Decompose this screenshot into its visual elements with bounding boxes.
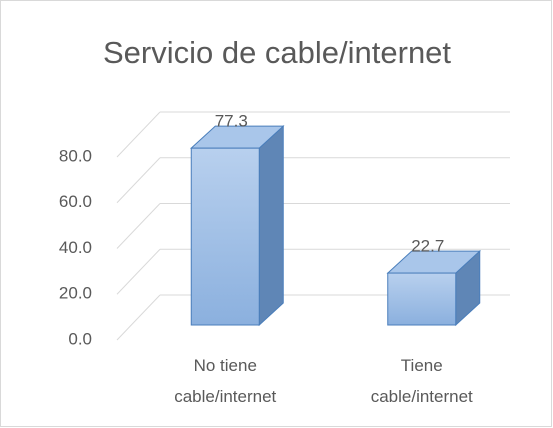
value-label: 22.7 bbox=[411, 237, 444, 256]
grid-line bbox=[116, 294, 161, 341]
value-label: 77.3 bbox=[215, 112, 248, 131]
y-tick-label: 0.0 bbox=[68, 329, 92, 348]
y-tick-label: 20.0 bbox=[59, 284, 92, 303]
grid-line bbox=[116, 111, 161, 158]
bar bbox=[190, 147, 260, 326]
grid-line bbox=[116, 248, 161, 295]
grid-line bbox=[116, 157, 161, 204]
y-tick-label: 80.0 bbox=[59, 146, 92, 165]
chart-title: Servicio de cable/internet bbox=[103, 35, 451, 70]
x-tick-label: Tiene cable/internet bbox=[370, 356, 473, 406]
bar bbox=[387, 272, 457, 326]
y-tick-label: 60.0 bbox=[59, 192, 92, 211]
y-tick-label: 40.0 bbox=[59, 238, 92, 257]
grid-line bbox=[116, 203, 161, 249]
bar-side bbox=[258, 125, 284, 327]
x-tick-label: No tiene cable/internet bbox=[174, 356, 277, 406]
